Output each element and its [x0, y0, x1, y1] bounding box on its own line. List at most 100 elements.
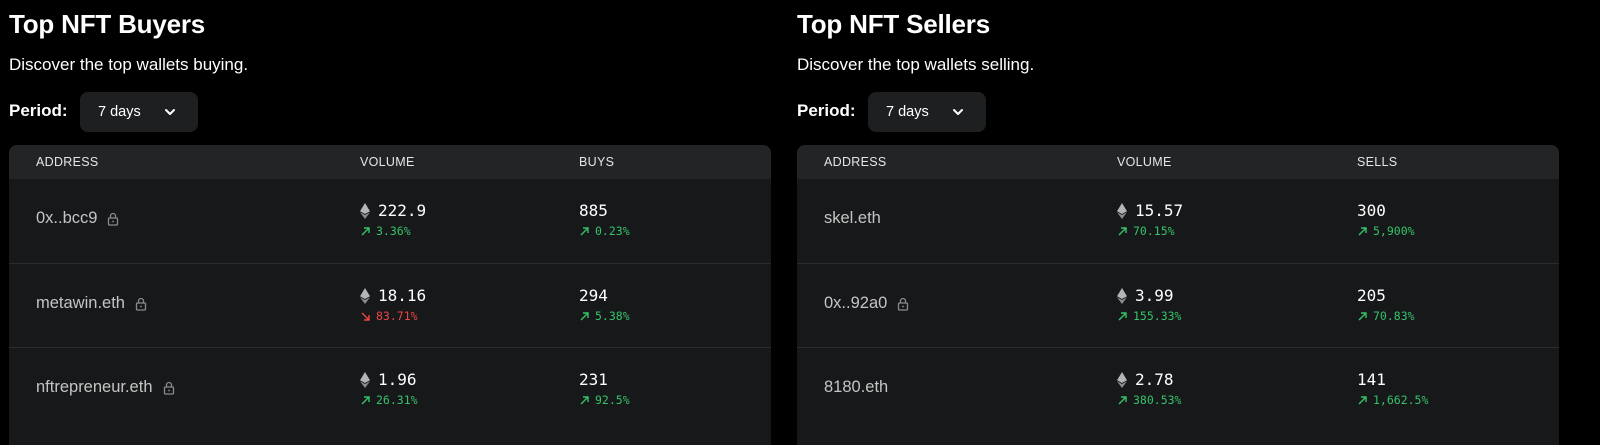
- wallet-address[interactable]: nftrepreneur.eth: [36, 378, 175, 397]
- trend-arrow-icon: [1358, 395, 1367, 404]
- wallet-address[interactable]: 8180.eth: [824, 378, 888, 397]
- buyers-table-header: ADDRESS VOLUME BUYS: [9, 145, 771, 179]
- count-change: 92.5%: [579, 393, 630, 407]
- buyers-period-label: Period:: [9, 101, 68, 120]
- wallet-address[interactable]: 0x..bcc9: [36, 209, 119, 228]
- ethereum-icon: [1117, 202, 1127, 219]
- volume-change: 26.31%: [360, 393, 418, 407]
- table-row[interactable]: nftrepreneur.eth 1.96 26.31% 231 92.5%: [9, 347, 771, 431]
- column-header-buys[interactable]: BUYS: [579, 155, 615, 169]
- column-header-address[interactable]: ADDRESS: [824, 155, 887, 169]
- count-change-value: 5.38%: [595, 309, 630, 323]
- buyers-title: Top NFT Buyers: [9, 9, 206, 39]
- volume-change: 83.71%: [360, 309, 426, 323]
- ethereum-icon: [1117, 371, 1127, 388]
- sellers-table-body: skel.eth 15.57 70.15% 300 5,900% 0x: [797, 179, 1559, 431]
- wallet-address-text[interactable]: skel.eth: [824, 209, 881, 227]
- trend-arrow-icon: [1118, 311, 1127, 320]
- table-row[interactable]: 8180.eth 2.78 380.53% 141 1,662.5%: [797, 347, 1559, 431]
- buyers-subtitle: Discover the top wallets buying.: [9, 55, 249, 74]
- table-row[interactable]: skel.eth 15.57 70.15% 300 5,900%: [797, 179, 1559, 263]
- count-value: 231: [579, 370, 608, 389]
- buyers-table: ADDRESS VOLUME BUYS 0x..bcc9 222.9 3.36%…: [9, 145, 771, 445]
- trend-arrow-icon: [1358, 226, 1367, 235]
- count-cell: 141 1,662.5%: [1357, 370, 1428, 407]
- count-change-value: 0.23%: [595, 224, 630, 238]
- count-change-value: 70.83%: [1373, 309, 1415, 323]
- sellers-panel: Top NFT Sellers Discover the top wallets…: [797, 0, 1559, 445]
- volume-change-value: 70.15%: [1133, 224, 1175, 238]
- ethereum-icon: [360, 287, 370, 304]
- wallet-address-text[interactable]: nftrepreneur.eth: [36, 378, 153, 396]
- table-row[interactable]: metawin.eth 18.16 83.71% 294 5.38%: [9, 263, 771, 347]
- buyers-panel: Top NFT Buyers Discover the top wallets …: [9, 0, 771, 445]
- count-cell: 885 0.23%: [579, 201, 630, 238]
- wallet-address-text[interactable]: metawin.eth: [36, 294, 125, 312]
- volume-value: 2.78: [1135, 370, 1174, 389]
- volume-value: 1.96: [378, 370, 417, 389]
- sellers-title: Top NFT Sellers: [797, 9, 990, 39]
- count-value: 885: [579, 201, 608, 220]
- volume-change-value: 3.36%: [376, 224, 411, 238]
- lock-icon: [108, 212, 119, 226]
- trend-arrow-icon: [361, 226, 370, 235]
- count-change-value: 92.5%: [595, 393, 630, 407]
- wallet-address-text[interactable]: 0x..bcc9: [36, 209, 98, 227]
- column-header-volume[interactable]: VOLUME: [360, 155, 415, 169]
- volume-cell: 222.9 3.36%: [360, 201, 426, 238]
- trend-arrow-icon: [580, 395, 589, 404]
- trend-arrow-icon: [1118, 395, 1127, 404]
- volume-change-value: 380.53%: [1133, 393, 1182, 407]
- sellers-period-value: 7 days: [886, 104, 929, 120]
- wallet-address[interactable]: 0x..92a0: [824, 294, 909, 313]
- buyers-period-dropdown[interactable]: 7 days: [80, 92, 198, 132]
- volume-change-value: 155.33%: [1133, 309, 1182, 323]
- volume-value: 15.57: [1135, 201, 1184, 220]
- table-row[interactable]: 0x..92a0 3.99 155.33% 205 70.83%: [797, 263, 1559, 347]
- volume-value: 222.9: [378, 201, 427, 220]
- count-value: 141: [1357, 370, 1386, 389]
- sellers-period-label: Period:: [797, 101, 856, 120]
- count-cell: 231 92.5%: [579, 370, 630, 407]
- chevron-down-icon: [165, 109, 175, 115]
- count-change: 5.38%: [579, 309, 630, 323]
- ethereum-icon: [1117, 287, 1127, 304]
- volume-change: 70.15%: [1117, 224, 1183, 238]
- column-header-sells[interactable]: SELLS: [1357, 155, 1398, 169]
- count-change: 70.83%: [1357, 309, 1415, 323]
- sellers-table: ADDRESS VOLUME SELLS skel.eth 15.57 70.1…: [797, 145, 1559, 445]
- ethereum-icon: [360, 202, 370, 219]
- wallet-address[interactable]: metawin.eth: [36, 294, 147, 313]
- trend-arrow-icon: [580, 311, 589, 320]
- volume-value: 3.99: [1135, 286, 1174, 305]
- column-header-address[interactable]: ADDRESS: [36, 155, 99, 169]
- volume-change: 3.36%: [360, 224, 426, 238]
- sellers-subtitle: Discover the top wallets selling.: [797, 55, 1035, 74]
- volume-cell: 1.96 26.31%: [360, 370, 418, 407]
- sellers-table-header: ADDRESS VOLUME SELLS: [797, 145, 1559, 179]
- lock-icon: [135, 297, 147, 311]
- wallet-address[interactable]: skel.eth: [824, 209, 881, 228]
- buyers-period-value: 7 days: [98, 104, 141, 120]
- table-row[interactable]: 0x..bcc9 222.9 3.36% 885 0.23%: [9, 179, 771, 263]
- volume-change-value: 26.31%: [376, 393, 418, 407]
- count-value: 205: [1357, 286, 1386, 305]
- trend-arrow-icon: [1358, 311, 1367, 320]
- count-cell: 294 5.38%: [579, 286, 630, 323]
- wallet-address-text[interactable]: 0x..92a0: [824, 294, 888, 312]
- trend-arrow-icon: [361, 395, 370, 404]
- count-change: 1,662.5%: [1357, 393, 1428, 407]
- ethereum-icon: [360, 371, 370, 388]
- volume-cell: 2.78 380.53%: [1117, 370, 1181, 407]
- trend-arrow-icon: [361, 312, 370, 321]
- volume-cell: 18.16 83.71%: [360, 286, 426, 323]
- column-header-volume[interactable]: VOLUME: [1117, 155, 1172, 169]
- volume-cell: 3.99 155.33%: [1117, 286, 1181, 323]
- count-cell: 300 5,900%: [1357, 201, 1415, 238]
- lock-icon: [163, 381, 174, 395]
- volume-change-value: 83.71%: [376, 309, 418, 323]
- count-value: 294: [579, 286, 608, 305]
- wallet-address-text[interactable]: 8180.eth: [824, 378, 889, 396]
- sellers-period-dropdown[interactable]: 7 days: [868, 92, 986, 132]
- count-value: 300: [1357, 201, 1386, 220]
